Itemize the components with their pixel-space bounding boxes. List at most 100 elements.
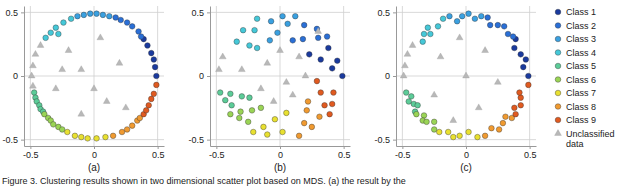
point <box>296 133 302 139</box>
point <box>270 98 277 104</box>
tick: 0.5 <box>191 8 210 18</box>
tick-mark <box>158 146 159 149</box>
tick: 0.5 <box>5 8 24 18</box>
legend-marker <box>555 77 561 83</box>
point <box>100 12 106 18</box>
tick-label: -0.5 <box>2 135 18 145</box>
point <box>238 66 245 72</box>
tick-mark <box>94 146 95 149</box>
point <box>30 62 37 68</box>
point <box>136 29 142 35</box>
grid <box>210 6 350 146</box>
tick-mark <box>21 12 24 13</box>
point <box>258 85 265 91</box>
point <box>317 114 323 120</box>
point <box>78 134 84 140</box>
point <box>421 113 427 119</box>
point <box>420 39 426 45</box>
point <box>32 50 39 56</box>
point <box>315 35 321 41</box>
point <box>247 95 253 101</box>
point <box>94 11 100 17</box>
point <box>37 42 44 48</box>
tick-label: 0 <box>13 71 18 81</box>
point <box>217 90 223 96</box>
axis-line <box>24 7 25 147</box>
point <box>151 91 157 97</box>
tick-label: -0.5 <box>395 150 411 160</box>
point <box>277 47 284 53</box>
legend-marker <box>555 23 561 29</box>
point <box>431 127 437 133</box>
point <box>59 66 66 72</box>
point <box>454 18 460 24</box>
point <box>331 90 337 96</box>
tick-label: 0.5 <box>377 8 390 18</box>
legend-label: Class 1 <box>566 7 596 17</box>
point <box>113 15 119 21</box>
point <box>315 28 322 34</box>
point <box>437 53 444 59</box>
point <box>318 57 324 63</box>
series <box>250 110 289 137</box>
legend-label: Class 3 <box>566 34 596 44</box>
legend-label: Unclassifieddata <box>566 129 615 149</box>
legend-label: Class 7 <box>566 88 596 98</box>
point <box>309 124 315 130</box>
series <box>217 90 252 108</box>
point <box>116 59 123 65</box>
point <box>523 57 529 63</box>
tick-mark <box>21 140 24 141</box>
tick-label: -0.5 <box>188 135 204 145</box>
grid <box>24 6 164 146</box>
point <box>292 13 298 19</box>
point <box>304 108 310 114</box>
legend-marker <box>555 63 561 69</box>
point <box>143 108 149 114</box>
point <box>500 120 506 126</box>
point <box>219 53 226 59</box>
point <box>489 125 495 131</box>
series <box>296 99 322 139</box>
panel: -0.500.5-0.500.5(a) <box>2 6 164 173</box>
point <box>85 136 91 142</box>
panel: -0.500.5-0.500.5(b) <box>188 6 350 173</box>
legend-marker <box>555 90 561 96</box>
point <box>403 90 409 96</box>
point <box>31 90 37 96</box>
tick-mark <box>530 146 531 149</box>
point <box>505 31 511 37</box>
point <box>485 15 491 21</box>
point <box>425 25 431 31</box>
point <box>228 111 234 117</box>
legend-marker <box>555 117 561 123</box>
series <box>400 34 501 123</box>
point <box>334 58 340 64</box>
point <box>302 72 309 78</box>
point <box>503 114 509 120</box>
point <box>275 30 281 36</box>
point <box>301 22 307 28</box>
point <box>406 99 412 105</box>
point <box>97 34 104 40</box>
point <box>239 94 245 100</box>
point <box>52 85 59 91</box>
y-axis: -0.500.5 <box>188 7 210 147</box>
legend-marker <box>555 9 561 15</box>
point <box>459 13 465 19</box>
x-axis: -0.500.5 <box>395 146 536 160</box>
point <box>148 50 154 56</box>
point <box>264 59 271 65</box>
series <box>447 11 484 24</box>
point <box>414 111 420 117</box>
point <box>238 109 244 115</box>
legend-label: Class 9 <box>566 115 596 125</box>
tick: -0.5 <box>374 135 396 145</box>
point <box>517 90 523 96</box>
grid-line <box>396 139 536 140</box>
point <box>513 111 519 117</box>
series <box>512 36 532 79</box>
series <box>113 15 144 40</box>
series <box>216 28 322 104</box>
point <box>240 27 246 33</box>
